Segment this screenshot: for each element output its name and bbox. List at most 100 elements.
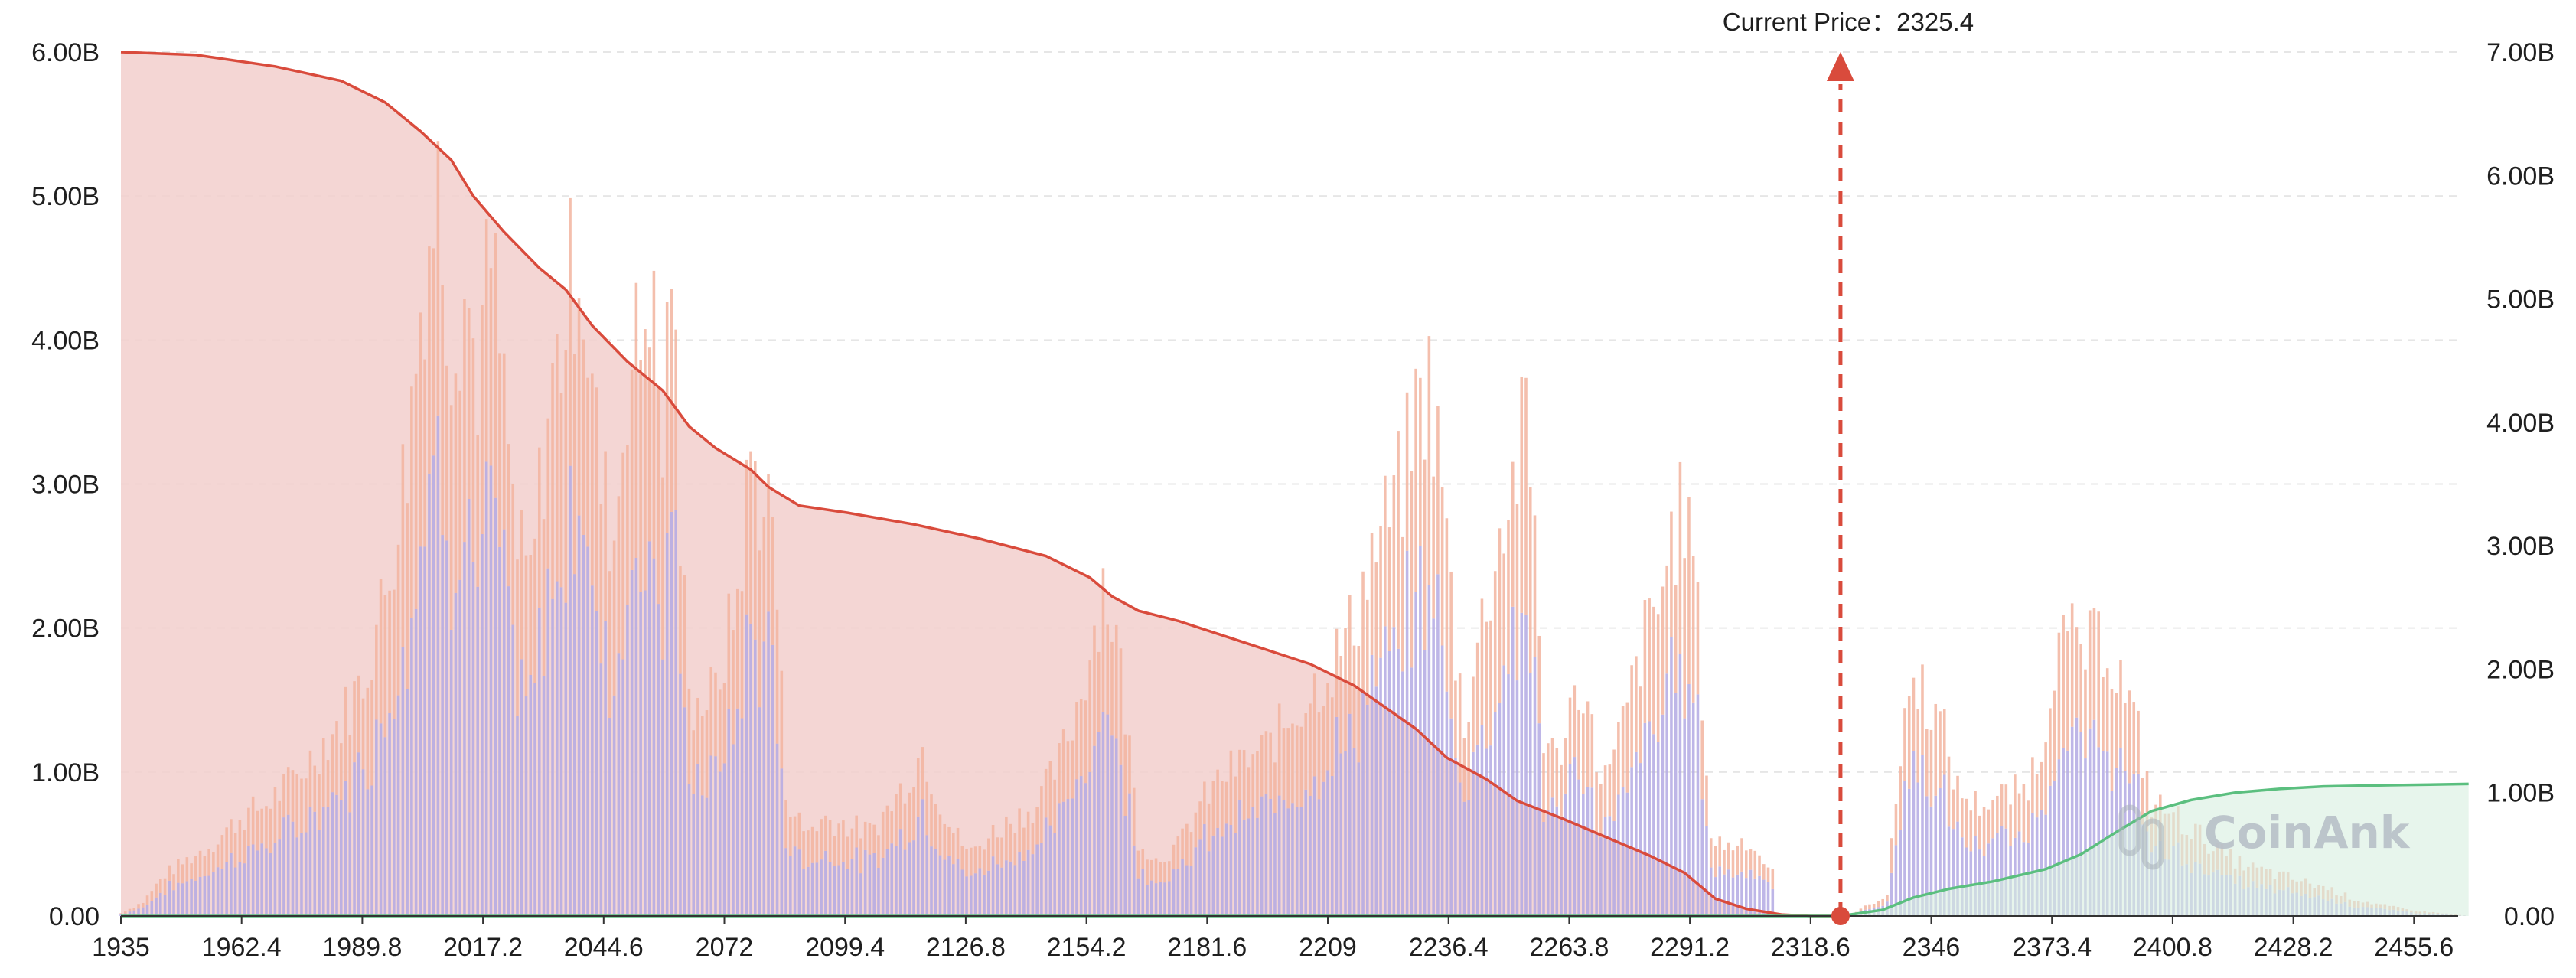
liquidation-bar-upper	[916, 758, 920, 817]
liquidation-bar-upper	[1612, 749, 1616, 822]
liquidation-bar-upper	[1277, 703, 1281, 796]
liquidation-bar-upper	[881, 811, 885, 858]
liquidation-bar-lower	[489, 465, 493, 916]
liquidation-bar-upper	[722, 683, 726, 764]
liquidation-bar-upper	[647, 347, 651, 542]
liquidation-bar-upper	[842, 820, 845, 862]
liquidation-bar-lower	[321, 806, 325, 916]
liquidation-bar-lower	[674, 510, 677, 916]
liquidation-bar-upper	[674, 329, 677, 510]
liquidation-bar-upper	[679, 566, 682, 674]
liquidation-bar-lower	[1339, 753, 1343, 916]
liquidation-bar-upper	[1216, 769, 1219, 828]
x-axis-tick-label: 2181.6	[1167, 933, 1247, 962]
liquidation-bar-lower	[1198, 839, 1202, 916]
liquidation-bar-upper	[2079, 644, 2082, 732]
liquidation-bar-upper	[145, 895, 149, 905]
liquidation-bar-lower	[203, 875, 207, 916]
liquidation-bar-upper	[644, 329, 647, 591]
liquidation-bar-lower	[1058, 803, 1061, 916]
liquidation-bar-lower	[1524, 614, 1528, 916]
liquidation-bar-upper	[727, 593, 731, 709]
liquidation-bar-lower	[925, 835, 929, 916]
liquidation-bar-lower	[1965, 847, 1968, 916]
liquidation-bar-upper	[604, 451, 607, 621]
liquidation-bar-lower	[1295, 807, 1299, 916]
liquidation-bar-upper	[630, 369, 634, 570]
liquidation-bar-lower	[1410, 667, 1414, 916]
liquidation-bar-lower	[797, 849, 801, 916]
liquidation-bar-lower	[1489, 745, 1492, 916]
liquidation-bar-upper	[1714, 846, 1717, 878]
liquidation-bar-lower	[930, 846, 933, 916]
liquidation-bar-lower	[754, 639, 757, 916]
liquidation-bar-upper	[1991, 800, 1994, 839]
liquidation-bar-upper	[295, 774, 299, 838]
liquidation-bar-lower	[665, 533, 669, 916]
liquidation-bar-lower	[155, 897, 158, 916]
liquidation-bar-lower	[286, 814, 290, 916]
liquidation-bar-lower	[432, 455, 435, 916]
liquidation-bar-lower	[1256, 817, 1259, 916]
liquidation-bar-lower	[357, 752, 360, 916]
liquidation-bar-lower	[1929, 806, 1933, 916]
liquidation-bar-lower	[2000, 826, 2004, 916]
liquidation-bar-upper	[556, 334, 559, 582]
liquidation-bar-lower	[2105, 751, 2109, 916]
x-axis-tick-label: 2400.8	[2133, 933, 2212, 962]
liquidation-bar-lower	[1079, 776, 1083, 916]
liquidation-bar-upper	[1987, 809, 1991, 844]
liquidation-bar-lower	[168, 880, 171, 916]
liquidation-bar-upper	[1168, 861, 1171, 882]
liquidation-bar-lower	[2035, 817, 2039, 916]
liquidation-bar-upper	[1053, 779, 1056, 833]
liquidation-bar-upper	[516, 559, 519, 716]
liquidation-bar-upper	[1256, 751, 1259, 818]
liquidation-bar-lower	[1458, 782, 1462, 916]
liquidation-bar-lower	[1670, 637, 1673, 916]
liquidation-bar-lower	[1903, 781, 1906, 916]
liquidation-bar-upper	[683, 575, 686, 708]
liquidation-bar-lower	[1528, 673, 1532, 916]
liquidation-bar-lower	[2075, 717, 2079, 916]
liquidation-bar-upper	[1731, 850, 1735, 878]
liquidation-bar-lower	[212, 872, 215, 916]
liquidation-bar-upper	[436, 141, 440, 416]
liquidation-bar-upper	[2017, 793, 2021, 832]
liquidation-bar-lower	[599, 663, 603, 916]
liquidation-bar-lower	[1894, 845, 1898, 916]
liquidation-bar-lower	[2004, 828, 2008, 916]
liquidation-bar-upper	[828, 820, 832, 862]
liquidation-bar-upper	[2000, 784, 2004, 826]
liquidation-bar-lower	[251, 844, 255, 916]
liquidation-bar-upper	[1058, 743, 1061, 804]
liquidation-bar-upper	[1387, 527, 1391, 651]
liquidation-bar-upper	[344, 686, 347, 781]
liquidation-bar-upper	[1344, 628, 1347, 751]
x-axis-tick-label: 2154.2	[1047, 933, 1127, 962]
liquidation-bar-lower	[445, 540, 448, 916]
liquidation-bar-upper	[1066, 741, 1070, 800]
liquidation-bar-lower	[1242, 819, 1246, 916]
liquidation-bar-upper	[423, 359, 426, 547]
liquidation-bar-upper	[1665, 565, 1668, 674]
liquidation-bar-lower	[1128, 793, 1131, 916]
liquidation-bar-lower	[366, 789, 370, 916]
liquidation-bar-lower	[524, 696, 528, 916]
liquidation-bar-upper	[1454, 680, 1457, 758]
liquidation-bar-upper	[1401, 536, 1404, 672]
liquidation-bar-lower	[1612, 821, 1616, 916]
liquidation-bar-lower	[2084, 758, 2087, 916]
liquidation-bar-lower	[269, 852, 272, 916]
liquidation-bar-lower	[714, 756, 717, 916]
liquidation-bar-upper	[230, 819, 233, 853]
liquidation-bar-lower	[454, 592, 458, 916]
liquidation-bar-lower	[1312, 776, 1316, 916]
liquidation-bar-upper	[1361, 571, 1365, 693]
liquidation-bar-lower	[1304, 789, 1308, 916]
liquidation-bar-lower	[1211, 835, 1215, 916]
x-axis-tick-label: 2044.6	[564, 933, 644, 962]
liquidation-bar-lower	[194, 880, 197, 916]
liquidation-bar-upper	[2027, 800, 2030, 843]
